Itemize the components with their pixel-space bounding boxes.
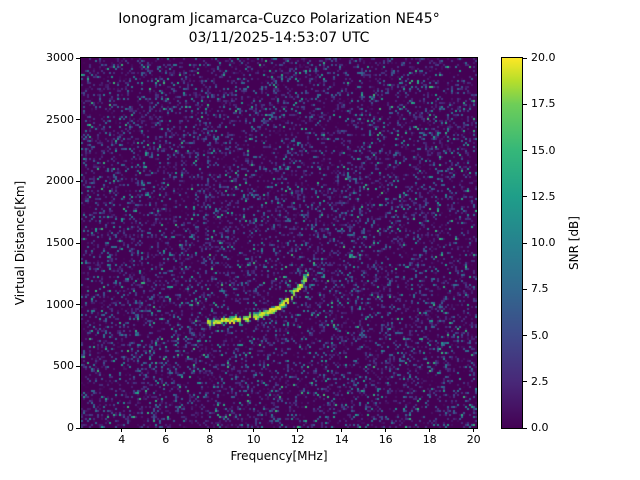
y-tick-mark — [76, 365, 80, 367]
colorbar-tick-label: 12.5 — [531, 189, 556, 203]
x-tick-label: 12 — [290, 433, 305, 446]
x-tick-mark — [429, 428, 431, 432]
y-tick-label: 1500 — [46, 236, 74, 249]
y-tick-label: 0 — [67, 421, 74, 434]
x-tick-mark — [165, 428, 167, 432]
plot-area — [80, 57, 478, 429]
colorbar-tick-label: 10.0 — [531, 236, 556, 249]
y-tick-mark — [76, 427, 80, 429]
colorbar-tick-mark — [523, 335, 527, 336]
colorbar-tick-label: 2.5 — [531, 374, 549, 388]
colorbar-tick-mark — [523, 103, 527, 105]
x-tick-label: 20 — [466, 433, 481, 446]
x-tick-label: 14 — [334, 433, 349, 446]
x-tick-label: 18 — [422, 433, 437, 446]
x-tick-mark — [209, 428, 211, 432]
y-tick-mark — [76, 57, 80, 59]
y-tick-label: 500 — [53, 359, 74, 373]
title-line-1: Ionogram Jicamarca-Cuzco Polarization NE… — [118, 11, 440, 27]
x-tick-mark — [341, 428, 343, 432]
colorbar-tick-label: 17.5 — [531, 97, 556, 111]
x-tick-label: 6 — [162, 433, 170, 446]
title-line-2: 03/11/2025-14:53:07 UTC — [188, 30, 370, 46]
ionogram-heatmap — [81, 58, 477, 428]
colorbar-label: SNR [dB] — [567, 216, 581, 270]
x-axis-label: Frequency[MHz] — [230, 449, 328, 463]
x-tick-label: 4 — [118, 433, 126, 446]
y-tick-mark — [76, 180, 80, 182]
x-tick-label: 16 — [378, 433, 393, 446]
colorbar-tick-label: 5.0 — [531, 328, 549, 342]
colorbar-tick-label: 0.0 — [531, 421, 549, 434]
colorbar-tick-mark — [523, 288, 527, 290]
x-tick-label: 10 — [246, 433, 261, 446]
x-tick-mark — [385, 428, 387, 432]
colorbar-tick-label: 15.0 — [531, 143, 556, 157]
colorbar-tick-mark — [523, 57, 527, 59]
colorbar-tick-mark — [523, 150, 527, 151]
colorbar-tick-mark — [523, 381, 527, 383]
colorbar-tick-mark — [523, 196, 527, 198]
y-tick-label: 3000 — [46, 51, 74, 64]
figure-title: Ionogram Jicamarca-Cuzco Polarization NE… — [81, 10, 477, 48]
colorbar-tick-label: 7.5 — [531, 282, 549, 296]
y-tick-mark — [76, 242, 80, 244]
x-tick-mark — [253, 428, 255, 432]
y-tick-mark — [76, 119, 80, 121]
colorbar-tick-mark — [523, 427, 527, 429]
colorbar — [501, 57, 523, 429]
y-tick-label: 1000 — [46, 297, 74, 311]
y-tick-label: 2000 — [46, 174, 74, 188]
colorbar-tick-mark — [523, 242, 527, 244]
colorbar-gradient — [502, 58, 522, 428]
x-tick-mark — [297, 428, 299, 432]
y-tick-label: 2500 — [46, 112, 74, 126]
y-tick-mark — [76, 304, 80, 306]
colorbar-tick-label: 20.0 — [531, 51, 556, 64]
x-tick-mark — [121, 428, 123, 432]
x-tick-mark — [473, 428, 475, 432]
x-tick-label: 8 — [206, 433, 214, 446]
